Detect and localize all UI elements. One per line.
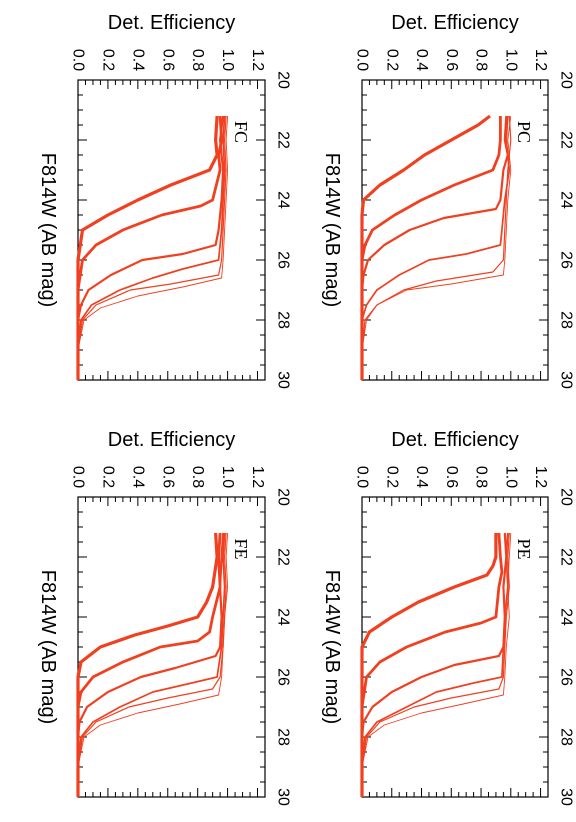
panel-fc-eff-tick-label: 0.2 bbox=[99, 49, 116, 71]
panel-fc-eff-tick-label: 1.0 bbox=[219, 49, 236, 71]
panel-fe: 20 22 24 26 28 30 0.0 0.2 0.4 0.6 0.8 1.0 1.2 Det. Ef… bbox=[37, 429, 292, 806]
panel-pc-curve-5 bbox=[361, 115, 512, 380]
panel-pc: 20 22 24 26 28 30 0.0 0.2 0.4 0.6 0.8 1.0 1.2 Det. Ef… bbox=[321, 12, 575, 389]
panel-pe-mag-tick-label: 22 bbox=[558, 548, 575, 566]
panel-pc-curve-4 bbox=[361, 115, 511, 380]
panel-pe: 20 22 24 26 28 30 0.0 0.2 0.4 0.6 0.8 1.0 1.2 Det. Ef… bbox=[321, 429, 575, 806]
panel-fe-curve-3 bbox=[76, 532, 225, 797]
panel-pe-ylabel: Det. Efficiency bbox=[391, 429, 518, 451]
panel-pc-mag-tick-label: 20 bbox=[558, 71, 575, 89]
panel-pc-mag-tick-label: 26 bbox=[558, 251, 575, 269]
panel-pc-mag-tick-label: 22 bbox=[558, 131, 575, 149]
panel-fe-xlabel: F814W (AB mag) bbox=[37, 570, 59, 724]
panel-fc-mag-tick-label: 30 bbox=[275, 371, 292, 389]
panel-fe-curve-4 bbox=[77, 532, 226, 797]
panel-fe-eff-tick-label: 0.8 bbox=[189, 466, 206, 488]
panel-pc-curve-3 bbox=[360, 115, 509, 365]
panel-pe-mag-tick-label: 24 bbox=[558, 608, 575, 626]
panel-pc-eff-tick-label: 0.6 bbox=[443, 49, 460, 71]
panel-pc-panel-label: PC bbox=[514, 121, 534, 143]
panel-fe-curve-6 bbox=[77, 532, 229, 797]
panel-fe-mag-tick-label: 26 bbox=[275, 668, 292, 686]
panel-fe-eff-tick-label: 0.2 bbox=[99, 466, 116, 488]
panel-fc-ylabel: Det. Efficiency bbox=[108, 12, 235, 34]
panel-pe-eff-tick-label: 0.2 bbox=[383, 466, 400, 488]
panel-fc-curve-5 bbox=[77, 115, 227, 380]
panel-fe-panel-label: FE bbox=[231, 538, 251, 559]
panel-fe-curve-5 bbox=[77, 532, 227, 797]
panel-pe-curve-5 bbox=[361, 532, 510, 797]
panel-pe-eff-tick-label: 1.0 bbox=[502, 466, 519, 488]
panel-fc-mag-tick-label: 24 bbox=[275, 191, 292, 209]
panel-fc-eff-tick-label: 0.6 bbox=[159, 49, 176, 71]
panel-fe-ylabel: Det. Efficiency bbox=[108, 429, 235, 451]
panel-fc-mag-tick-label: 22 bbox=[275, 131, 292, 149]
panel-pc-eff-tick-label: 1.0 bbox=[502, 49, 519, 71]
panel-fc-eff-tick-label: 0.8 bbox=[189, 49, 206, 71]
panel-fc-curve-6 bbox=[77, 115, 229, 380]
panel-pe-mag-tick-label: 28 bbox=[558, 728, 575, 746]
panel-fc-xlabel: F814W (AB mag) bbox=[37, 153, 59, 307]
panel-pe-curve-3 bbox=[360, 532, 508, 797]
panel-pc-mag-tick-label: 24 bbox=[558, 191, 575, 209]
panel-pe-mag-tick-label: 20 bbox=[558, 488, 575, 506]
panel-fc-mag-tick-label: 20 bbox=[275, 71, 292, 89]
panel-fe-eff-tick-label: 0.0 bbox=[70, 466, 87, 488]
panel-fe-eff-tick-label: 0.6 bbox=[159, 466, 176, 488]
panel-fe-mag-tick-label: 24 bbox=[275, 608, 292, 626]
panel-fc: 20 22 24 26 28 30 0.0 0.2 0.4 0.6 0.8 1.0 1.2 Det. Ef… bbox=[37, 12, 292, 389]
panel-pe-eff-tick-label: 0.0 bbox=[354, 466, 371, 488]
panel-pe-panel-label: PE bbox=[514, 538, 534, 559]
panel-fc-mag-tick-label: 26 bbox=[275, 251, 292, 269]
panel-pe-mag-tick-label: 30 bbox=[558, 788, 575, 806]
panel-pc-eff-tick-label: 0.0 bbox=[354, 49, 371, 71]
panel-pc-eff-tick-label: 0.8 bbox=[473, 49, 490, 71]
panel-fe-eff-tick-label: 0.4 bbox=[129, 466, 146, 488]
panel-pe-eff-tick-label: 0.6 bbox=[443, 466, 460, 488]
panel-fc-eff-tick-label: 1.2 bbox=[249, 49, 266, 71]
panel-fe-mag-tick-label: 20 bbox=[275, 488, 292, 506]
panel-pc-eff-tick-label: 1.2 bbox=[532, 49, 549, 71]
panel-pe-curve-6 bbox=[361, 532, 512, 797]
panel-fc-eff-tick-label: 0.4 bbox=[129, 49, 146, 71]
panel-fc-curve-3 bbox=[76, 115, 225, 380]
panel-fe-mag-tick-label: 30 bbox=[275, 788, 292, 806]
panel-fe-eff-tick-label: 1.2 bbox=[249, 466, 266, 488]
panel-pe-eff-tick-label: 0.4 bbox=[413, 466, 430, 488]
panel-pc-ylabel: Det. Efficiency bbox=[391, 12, 518, 34]
panel-fe-eff-tick-label: 1.0 bbox=[219, 466, 236, 488]
panel-pe-eff-tick-label: 1.2 bbox=[532, 466, 549, 488]
panel-fe-mag-tick-label: 22 bbox=[275, 548, 292, 566]
panel-fe-mag-tick-label: 28 bbox=[275, 728, 292, 746]
panel-pe-eff-tick-label: 0.8 bbox=[473, 466, 490, 488]
panel-pc-xlabel: F814W (AB mag) bbox=[321, 153, 343, 307]
panel-pc-eff-tick-label: 0.4 bbox=[413, 49, 430, 71]
panel-pc-curve-6 bbox=[361, 115, 512, 380]
panel-pc-mag-tick-label: 28 bbox=[558, 311, 575, 329]
panel-fc-mag-tick-label: 28 bbox=[275, 311, 292, 329]
panel-pc-eff-tick-label: 0.2 bbox=[383, 49, 400, 71]
panel-fc-curve-4 bbox=[77, 115, 226, 380]
panel-fc-eff-tick-label: 0.0 bbox=[70, 49, 87, 71]
panel-fc-panel-label: FC bbox=[231, 121, 251, 143]
panel-pe-xlabel: F814W (AB mag) bbox=[321, 570, 343, 724]
panel-pc-mag-tick-label: 30 bbox=[558, 371, 575, 389]
panel-pe-mag-tick-label: 26 bbox=[558, 668, 575, 686]
